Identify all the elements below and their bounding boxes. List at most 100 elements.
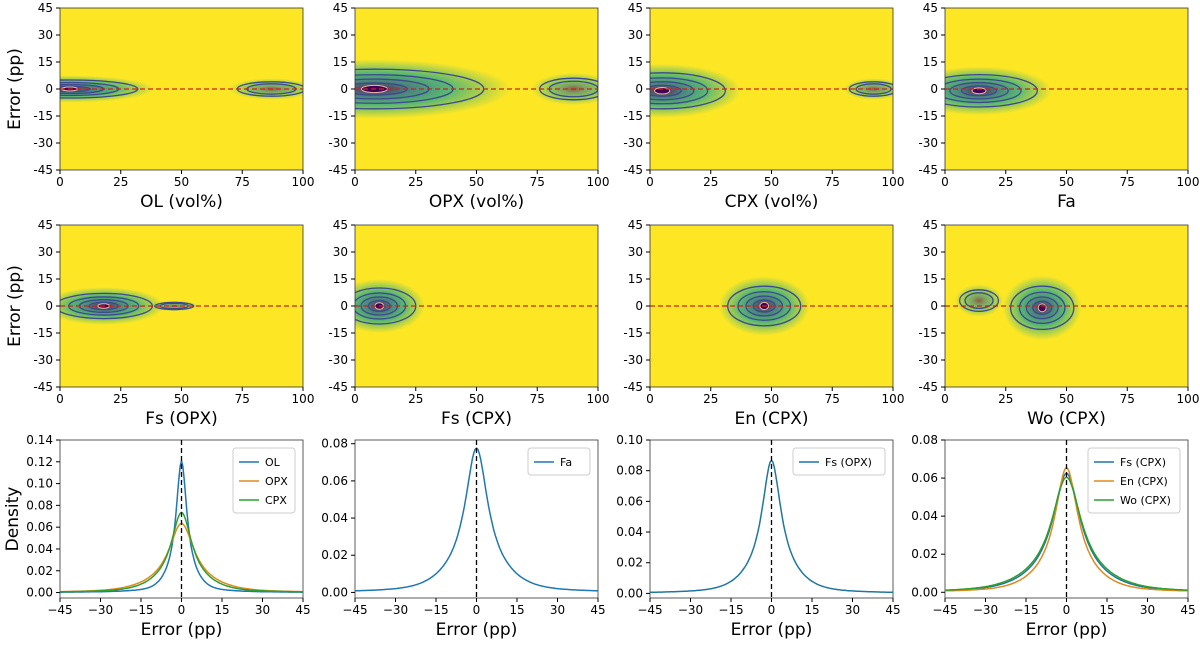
legend-box — [232, 447, 296, 514]
x-tick-label: 75 — [235, 175, 250, 189]
x-tick-label: −30 — [383, 603, 408, 617]
x-tick-label: 0 — [941, 392, 949, 406]
x-tick-label: −15 — [1013, 603, 1038, 617]
x-axis-label: OL (vol%) — [140, 192, 223, 212]
heatmap-panel-OPX: 0 25 50 75 100 45 30 15 0 -15 -30 -45 OPX (vol%) — [328, 1, 609, 212]
x-tick-label: 75 — [1120, 392, 1135, 406]
y-tick-label: 15 — [38, 272, 53, 286]
y-tick-label: 45 — [923, 218, 938, 232]
x-axis-label: Fs (OPX) — [145, 409, 218, 429]
legend-entry: OL — [265, 456, 281, 469]
density-peak — [971, 87, 987, 95]
legend: Fs (OPX) — [792, 447, 886, 476]
x-tick-label: 50 — [469, 392, 484, 406]
x-tick-label: 100 — [1177, 392, 1200, 406]
x-tick-label: 50 — [764, 392, 779, 406]
y-tick-label: -30 — [918, 353, 938, 367]
x-tick-label: 30 — [1140, 603, 1155, 617]
x-tick-label: 50 — [174, 175, 189, 189]
heatmap-panel-EnCPX: 0 25 50 75 100 45 30 15 0 -15 -30 -45 En (CPX) — [623, 218, 904, 429]
contour-line — [727, 285, 802, 327]
y-tick-label: 30 — [38, 28, 53, 42]
contour-line — [848, 81, 893, 97]
heatmap-panel-FsCPX: 0 25 50 75 100 45 30 15 0 -15 -30 -45 Fs (CPX) — [328, 218, 609, 429]
x-tick-label: 45 — [885, 603, 900, 617]
y-tick-label: -30 — [328, 353, 348, 367]
legend-box — [1087, 447, 1181, 514]
y-tick-label: 0 — [930, 82, 938, 96]
legend-box — [527, 447, 591, 476]
density-panel-dens4: −45 −30 −15 0 15 30 45 0.00 0.02 0.04 0.06 0.08 Erro… — [911, 433, 1195, 640]
legend: Fa — [527, 447, 591, 476]
x-tick-label: −30 — [88, 603, 113, 617]
y-tick-label: 0 — [635, 82, 643, 96]
contour-line — [154, 301, 195, 311]
contour-line — [650, 84, 682, 97]
x-tick-label: −30 — [973, 603, 998, 617]
x-tick-label: −15 — [128, 603, 153, 617]
x-tick-label: 0 — [1063, 603, 1071, 617]
x-axis-label: Fs (CPX) — [441, 409, 512, 429]
x-tick-label: 0 — [473, 603, 481, 617]
y-tick-label: 0 — [930, 299, 938, 313]
heatmap-content — [60, 75, 303, 103]
y-tick-label: 0.04 — [321, 511, 348, 525]
x-tick-label: −45 — [47, 603, 72, 617]
x-tick-label: 50 — [469, 175, 484, 189]
x-tick-label: 25 — [998, 392, 1013, 406]
x-tick-label: 30 — [845, 603, 860, 617]
y-tick-label: 0.02 — [26, 564, 53, 578]
y-tick-label: 0.04 — [616, 525, 643, 539]
x-tick-label: −15 — [423, 603, 448, 617]
x-axis-label: Error (pp) — [731, 620, 813, 640]
x-axis-label: Fa — [1057, 192, 1076, 212]
x-tick-label: 100 — [587, 392, 610, 406]
y-tick-label: 0.10 — [26, 477, 53, 491]
legend-entry: Fs (OPX) — [825, 456, 872, 469]
y-tick-label: 0.08 — [911, 433, 938, 447]
heatmap-content — [945, 275, 1188, 341]
x-axis-label: OPX (vol%) — [429, 192, 524, 212]
heatmap-panel-Fa: 0 25 50 75 100 45 30 15 0 -15 -30 -45 Fa — [918, 1, 1199, 212]
y-tick-label: 45 — [38, 218, 53, 232]
heatmap-panel-WoCPX: 0 25 50 75 100 45 30 15 0 -15 -30 -45 Wo (CPX) — [918, 218, 1199, 429]
x-tick-label: 0 — [351, 175, 359, 189]
x-tick-label: 45 — [295, 603, 310, 617]
x-tick-label: 75 — [530, 392, 545, 406]
y-tick-label: -45 — [918, 163, 938, 177]
density-curve-wocpx — [945, 476, 1188, 591]
y-tick-label: -45 — [328, 163, 348, 177]
x-tick-label: 50 — [764, 175, 779, 189]
contour-line — [1025, 296, 1059, 320]
x-tick-label: 0 — [646, 175, 654, 189]
y-tick-label: 30 — [628, 245, 643, 259]
y-tick-label: 0.06 — [321, 474, 348, 488]
x-tick-label: −45 — [342, 603, 367, 617]
y-tick-label: 15 — [333, 272, 348, 286]
y-tick-label: 0 — [45, 299, 53, 313]
legend-entry: CPX — [265, 494, 287, 507]
x-tick-label: 15 — [509, 603, 524, 617]
y-tick-label: 0.14 — [26, 433, 53, 447]
contour-line — [964, 292, 994, 310]
legend-entry: Wo (CPX) — [1120, 494, 1171, 507]
x-tick-label: 15 — [804, 603, 819, 617]
y-tick-label: -45 — [918, 380, 938, 394]
y-tick-label: 30 — [923, 245, 938, 259]
heatmap-content — [650, 276, 893, 336]
contour-line — [60, 79, 139, 99]
legend: OL OPX CPX — [232, 447, 296, 514]
x-tick-label: 25 — [703, 392, 718, 406]
x-tick-label: 0 — [941, 175, 949, 189]
x-tick-label: 15 — [214, 603, 229, 617]
x-tick-label: 45 — [1180, 603, 1195, 617]
x-tick-label: 25 — [113, 175, 128, 189]
y-tick-label: 0 — [45, 82, 53, 96]
y-tick-label: 0.12 — [26, 455, 53, 469]
y-tick-label: -15 — [623, 326, 643, 340]
x-axis-label: CPX (vol%) — [725, 192, 819, 212]
y-tick-label: -30 — [623, 136, 643, 150]
x-axis-label: Error (pp) — [1026, 620, 1108, 640]
y-tick-label: -15 — [918, 326, 938, 340]
heatmap-panel-CPX: 0 25 50 75 100 45 30 15 0 -15 -30 -45 CPX (vol%) — [623, 1, 904, 212]
